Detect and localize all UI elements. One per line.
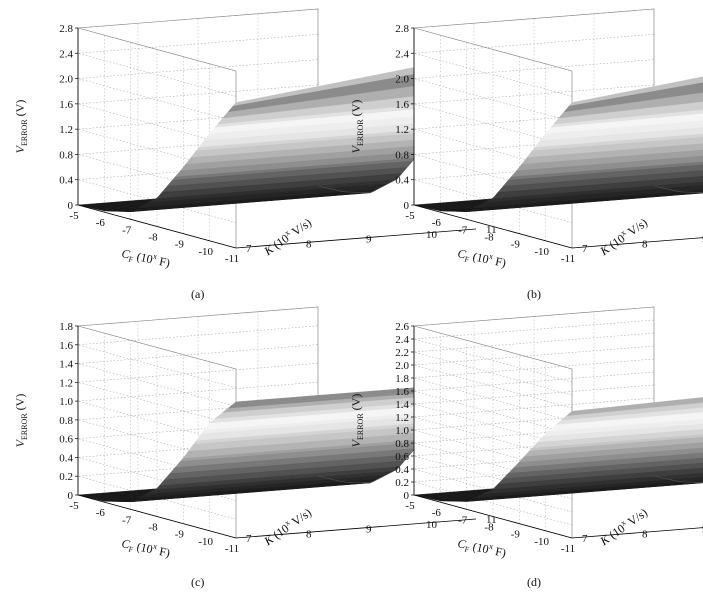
x-tick-label: -5 bbox=[405, 500, 415, 512]
z-tick-label: 1.6 bbox=[395, 386, 409, 398]
x-tick-label: -6 bbox=[96, 217, 106, 229]
z-tick-label: 0.2 bbox=[59, 471, 73, 483]
x-tick-label: -5 bbox=[69, 500, 79, 512]
y-axis-title: K (10x V/s) bbox=[596, 215, 650, 259]
panel-label-d: (d) bbox=[527, 575, 541, 590]
z-tick-label: 0.8 bbox=[59, 415, 73, 427]
y-tick-label: 8 bbox=[306, 528, 312, 540]
z-tick-label: 1.2 bbox=[59, 377, 73, 389]
z-tick-label: 1.2 bbox=[395, 124, 409, 136]
x-tick-label: -11 bbox=[225, 543, 239, 555]
panel-label-c: (c) bbox=[191, 575, 204, 590]
x-tick-label: -9 bbox=[175, 529, 185, 541]
x-tick-label: -8 bbox=[484, 522, 494, 534]
x-tick-label: -6 bbox=[432, 507, 442, 519]
x-tick-label: -11 bbox=[225, 253, 239, 265]
z-tick-label: 2.0 bbox=[59, 74, 73, 86]
x-tick-label: -7 bbox=[122, 224, 132, 236]
x-tick-label: -5 bbox=[69, 210, 79, 222]
x-tick-label: -10 bbox=[534, 246, 549, 258]
x-tick-label: -8 bbox=[148, 232, 158, 244]
z-tick-label: 0.4 bbox=[59, 175, 73, 187]
z-tick-label: 2.0 bbox=[395, 74, 409, 86]
y-tick-label: 7 bbox=[582, 533, 588, 545]
y-tick-label: 10 bbox=[426, 519, 438, 531]
x-tick-label: -6 bbox=[432, 217, 442, 229]
z-tick-label: 0.2 bbox=[395, 477, 409, 489]
y-tick-label: 8 bbox=[306, 238, 312, 250]
z-tick-label: 2.8 bbox=[395, 23, 409, 35]
y-tick-label: 8 bbox=[642, 528, 648, 540]
x-tick-label: -10 bbox=[198, 246, 213, 258]
z-tick-label: 1.8 bbox=[395, 373, 409, 385]
z-tick-label: 2.4 bbox=[395, 48, 409, 60]
x-tick-label: -11 bbox=[561, 543, 575, 555]
x-tick-label: -11 bbox=[561, 253, 575, 265]
z-axis-title: VERROR (V) bbox=[13, 394, 29, 448]
y-axis-title: K (10x V/s) bbox=[260, 505, 314, 549]
z-tick-label: 1.8 bbox=[59, 321, 73, 333]
x-tick-label: -9 bbox=[175, 239, 185, 251]
y-axis-title: K (10x V/s) bbox=[260, 215, 314, 259]
x-axis-title: CF (10x F) bbox=[120, 535, 172, 562]
z-tick-label: 1.0 bbox=[395, 425, 409, 437]
z-tick-label: 1.6 bbox=[395, 99, 409, 111]
y-tick-label: 7 bbox=[246, 243, 252, 255]
y-tick-label: 9 bbox=[366, 524, 372, 536]
y-tick-label: 8 bbox=[642, 238, 648, 250]
z-tick-label: 0.6 bbox=[59, 434, 73, 446]
z-tick-label: 2.6 bbox=[395, 321, 409, 333]
y-tick-label: 10 bbox=[426, 229, 438, 241]
panel-label-a: (a) bbox=[191, 287, 204, 302]
x-tick-label: -8 bbox=[484, 232, 494, 244]
z-tick-label: 1.6 bbox=[59, 99, 73, 111]
chart-panel: 00.20.40.60.81.01.21.41.61.82.02.22.42.6… bbox=[349, 307, 703, 562]
z-tick-label: 2.4 bbox=[395, 334, 409, 346]
y-axis-title: K (10x V/s) bbox=[596, 505, 650, 549]
z-tick-label: 0.4 bbox=[395, 175, 409, 187]
z-tick-label: 1.4 bbox=[395, 399, 409, 411]
x-tick-label: -6 bbox=[96, 507, 106, 519]
x-tick-label: -9 bbox=[511, 239, 521, 251]
x-tick-label: -10 bbox=[534, 536, 549, 548]
x-tick-label: -7 bbox=[458, 514, 468, 526]
x-axis-title: CF (10x F) bbox=[456, 535, 508, 562]
z-tick-label: 2.8 bbox=[59, 23, 73, 35]
x-axis-title: CF (10x F) bbox=[120, 245, 172, 272]
z-tick-label: 1.2 bbox=[59, 124, 73, 136]
x-tick-label: -7 bbox=[458, 224, 468, 236]
y-tick-label: 9 bbox=[366, 234, 372, 246]
z-axis-title: VERROR (V) bbox=[13, 100, 29, 154]
panel-label-b: (b) bbox=[527, 287, 541, 302]
z-tick-label: 0.6 bbox=[395, 451, 409, 463]
z-tick-label: 1.6 bbox=[59, 340, 73, 352]
z-tick-label: 2.2 bbox=[395, 347, 409, 359]
z-tick-label: 0.4 bbox=[395, 464, 409, 476]
x-axis-title: CF (10x F) bbox=[456, 245, 508, 272]
z-tick-label: 0.8 bbox=[395, 149, 409, 161]
z-tick-label: 1.0 bbox=[59, 396, 73, 408]
x-tick-label: -10 bbox=[198, 536, 213, 548]
z-tick-label: 0.8 bbox=[59, 149, 73, 161]
x-tick-label: -7 bbox=[122, 514, 132, 526]
z-tick-label: 2.0 bbox=[395, 360, 409, 372]
x-tick-label: -8 bbox=[148, 522, 158, 534]
z-tick-label: 0.8 bbox=[395, 438, 409, 450]
y-tick-label: 7 bbox=[582, 243, 588, 255]
x-tick-label: -9 bbox=[511, 529, 521, 541]
x-tick-label: -5 bbox=[405, 210, 415, 222]
z-tick-label: 1.2 bbox=[395, 412, 409, 424]
z-tick-label: 1.4 bbox=[59, 359, 73, 371]
z-tick-label: 0.4 bbox=[59, 452, 73, 464]
z-tick-label: 2.4 bbox=[59, 48, 73, 60]
y-tick-label: 7 bbox=[246, 533, 252, 545]
